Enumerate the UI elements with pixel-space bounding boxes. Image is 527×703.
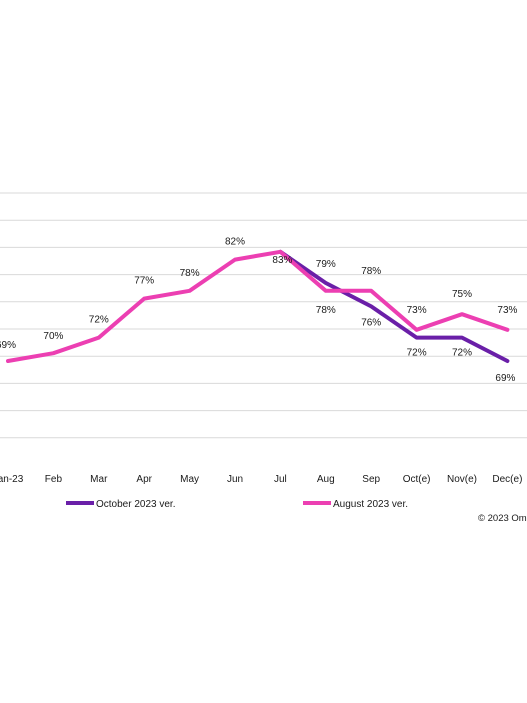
x-tick-label: May [180, 474, 199, 485]
copyright-text: © 2023 Om [478, 513, 527, 524]
series-line-october-2023 [278, 249, 510, 363]
data-label-august: 82% [225, 237, 245, 248]
data-labels: 69% 70% 72% 77% 78% 82% 83% 78% 78% 73% 75% 73% 79% 7… [0, 237, 518, 384]
x-tick-label: Oct(e) [403, 474, 431, 485]
data-label-august: 83% [272, 255, 292, 266]
x-tick-label: Mar [90, 474, 108, 485]
legend-label-october: October 2023 ver. [96, 499, 176, 510]
data-label-august: 78% [316, 305, 336, 316]
legend: October 2023 ver. August 2023 ver. [66, 499, 408, 510]
data-label-august: 73% [407, 305, 427, 316]
x-tick-label: Aug [317, 474, 335, 485]
data-label-august: 72% [89, 315, 109, 326]
data-label-october: 69% [495, 373, 515, 384]
data-label-august: 78% [180, 268, 200, 279]
x-axis-ticks: Jan-23 Feb Mar Apr May Jun Jul Aug Sep Oct(e) Nov(… [0, 474, 522, 485]
x-tick-label: Jul [274, 474, 287, 485]
data-label-august: 69% [0, 340, 16, 351]
data-label-october: 76% [361, 317, 381, 328]
x-tick-label: Jan-23 [0, 474, 24, 485]
data-label-august: 75% [452, 289, 472, 300]
x-tick-label: Nov(e) [447, 474, 477, 485]
data-label-october: 72% [407, 348, 427, 359]
data-label-october: 72% [452, 348, 472, 359]
data-label-august: 77% [134, 276, 154, 287]
series-line-august-2023 [6, 249, 510, 363]
legend-label-august: August 2023 ver. [333, 499, 408, 510]
x-tick-label: Dec(e) [492, 474, 522, 485]
x-tick-label: Apr [136, 474, 152, 485]
data-label-august: 78% [361, 266, 381, 277]
x-tick-label: Sep [362, 474, 380, 485]
x-tick-label: Jun [227, 474, 243, 485]
gridlines [0, 192, 527, 439]
data-label-october: 79% [316, 259, 336, 270]
series-lines [6, 249, 510, 363]
data-label-august: 73% [497, 305, 517, 316]
data-label-august: 70% [43, 331, 63, 342]
x-tick-label: Feb [45, 474, 63, 485]
